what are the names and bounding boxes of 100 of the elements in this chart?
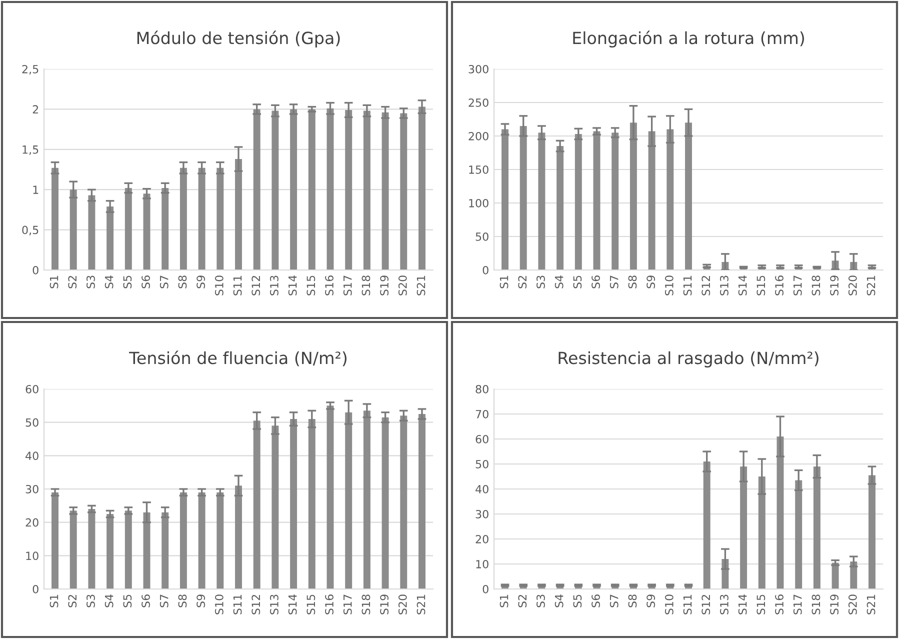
x-tick-label: S12 (252, 276, 260, 296)
x-tick-label: S5 (573, 594, 582, 608)
x-tick-label: S13 (720, 594, 728, 614)
x-tick-label: S6 (592, 276, 600, 288)
y-tick-label: 1,5 (22, 146, 38, 155)
x-tick-label: S2 (518, 276, 527, 288)
x-tick-label: S6 (142, 276, 150, 288)
x-tick-label: S12 (702, 276, 710, 296)
y-tick-label: 250 (468, 98, 488, 107)
x-tick-label: S14 (288, 275, 297, 296)
y-tick-label: 300 (468, 64, 488, 74)
x-tick-label: S19 (830, 594, 839, 614)
x-tick-label: S21 (866, 594, 876, 614)
x-tick-label: S3 (536, 276, 545, 288)
y-tick-label: 80 (476, 384, 488, 394)
x-tick-label: S19 (380, 594, 389, 614)
x-tick-label: S21 (416, 276, 426, 296)
x-tick-label: S8 (628, 276, 637, 288)
x-tick-label: S15 (756, 594, 766, 614)
x-tick-label: S7 (160, 276, 168, 288)
x-tick-label: S16 (775, 276, 784, 296)
y-tick-label: 10 (476, 560, 488, 568)
x-tick-label: S4 (554, 275, 564, 288)
x-tick-label: S21 (866, 276, 876, 296)
x-tick-label: S14 (288, 594, 297, 614)
x-tick-label: S2 (68, 594, 77, 608)
y-tick-label: 10 (26, 552, 38, 560)
x-tick-label: S1 (50, 594, 58, 608)
x-tick-label: S20 (398, 276, 407, 296)
x-tick-label: S1 (50, 276, 58, 288)
x-tick-label: S19 (380, 276, 389, 296)
x-tick-label: S2 (518, 594, 527, 608)
x-tick-label: S16 (325, 276, 334, 296)
x-tick-label: S18 (812, 594, 820, 614)
x-tick-label: S13 (270, 276, 278, 296)
chart-title: Módulo de tensión (Gpa) (137, 30, 340, 48)
x-tick-label: S10 (214, 276, 224, 296)
x-tick-label: S18 (812, 276, 820, 296)
x-tick-label: S5 (123, 594, 132, 608)
y-tick-label: 50 (26, 418, 38, 427)
x-tick-label: S10 (664, 594, 674, 614)
x-tick-label: S8 (628, 594, 637, 608)
x-tick-label: S17 (793, 594, 802, 614)
y-tick-label: 30 (26, 484, 38, 494)
x-tick-label: S16 (325, 594, 334, 614)
x-tick-label: S20 (848, 594, 857, 614)
x-tick-label: S3 (86, 594, 95, 608)
x-tick-label: S3 (86, 276, 95, 288)
y-tick-label: 20 (26, 518, 38, 527)
x-tick-label: S1 (500, 594, 508, 608)
y-tick-label: 20 (476, 534, 488, 544)
x-tick-label: S20 (848, 276, 857, 296)
x-tick-label: S20 (398, 594, 407, 614)
y-tick-label: 50 (476, 460, 488, 468)
y-tick-label: 40 (26, 452, 38, 460)
x-tick-label: S5 (123, 276, 132, 288)
x-tick-label: S8 (178, 594, 187, 608)
x-tick-label: S9 (196, 594, 206, 608)
x-tick-label: S17 (343, 276, 352, 296)
y-tick-label: 2,5 (22, 64, 38, 75)
x-tick-label: S1 (500, 276, 508, 288)
x-tick-label: S15 (756, 276, 766, 296)
x-tick-label: S13 (720, 276, 728, 296)
y-tick-label: 50 (476, 232, 488, 241)
y-tick-label: 100 (469, 198, 488, 208)
x-tick-label: S4 (104, 275, 114, 288)
x-tick-label: S13 (270, 594, 278, 614)
y-tick-label: 0 (482, 584, 488, 594)
y-tick-label: 0,5 (22, 226, 38, 236)
y-tick-label: 40 (476, 484, 488, 494)
x-tick-label: S21 (416, 594, 426, 614)
chart-title: Tensión de fluencia (N/m²) (129, 350, 346, 366)
x-tick-label: S14 (738, 275, 747, 296)
x-tick-label: S10 (214, 594, 224, 614)
x-tick-label: S12 (252, 594, 260, 614)
y-tick-label: 2 (32, 105, 38, 114)
y-tick-label: 60 (26, 384, 38, 394)
x-tick-label: S17 (343, 594, 352, 614)
y-tick-label: 0 (482, 266, 488, 274)
x-tick-label: S18 (362, 276, 370, 296)
chart-title: Resistencia al rasgado (N/mm²) (558, 351, 818, 368)
x-tick-label: S2 (68, 276, 77, 288)
x-tick-label: S8 (178, 276, 187, 288)
x-tick-label: S7 (610, 594, 618, 608)
x-tick-label: S6 (142, 594, 150, 608)
x-tick-label: S11 (233, 594, 242, 614)
x-tick-label: S15 (306, 276, 316, 296)
y-tick-label: 0 (32, 266, 38, 274)
x-tick-label: S11 (683, 276, 692, 296)
x-tick-label: S7 (610, 276, 618, 288)
x-tick-label: S15 (306, 594, 316, 614)
chart-title: Elongación a la rotura (mm) (573, 30, 804, 48)
x-tick-label: S19 (830, 276, 839, 296)
y-tick-label: 200 (468, 132, 488, 140)
x-tick-label: S11 (233, 276, 242, 296)
x-tick-label: S5 (573, 276, 582, 288)
y-tick-label: 1 (33, 186, 38, 194)
x-tick-label: S9 (646, 594, 656, 608)
x-tick-label: S9 (646, 276, 656, 288)
y-tick-label: 30 (476, 510, 488, 518)
